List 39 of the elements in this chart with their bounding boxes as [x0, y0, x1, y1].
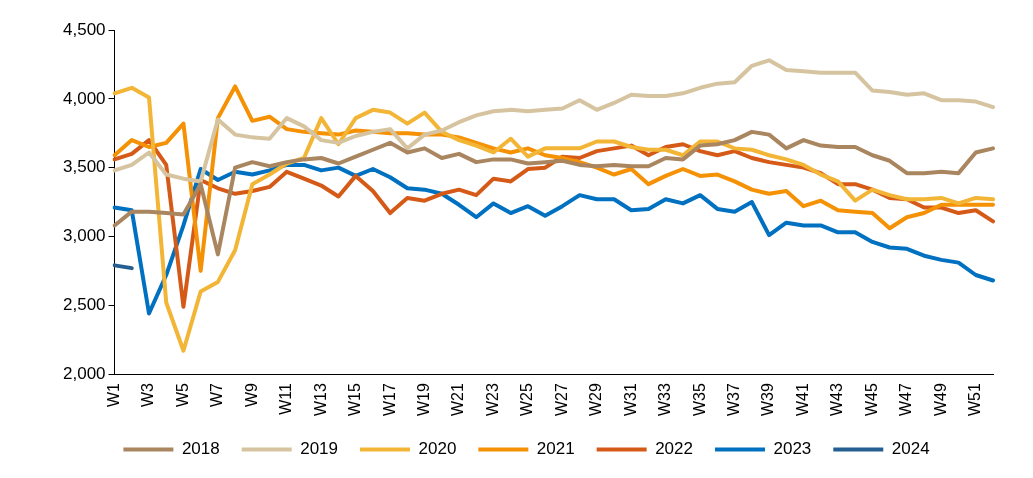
legend-label: 2024: [891, 439, 930, 459]
x-tick-label: W39: [759, 383, 777, 417]
x-tick-label: W1: [104, 383, 122, 408]
x-tick-label: W43: [828, 383, 846, 417]
legend-label: 2020: [418, 439, 457, 459]
x-tick-label: W33: [656, 383, 674, 417]
y-tick-label: 3,000: [62, 226, 106, 246]
y-tick-label: 3,500: [62, 157, 106, 177]
x-tick-label: W49: [931, 383, 949, 417]
x-tick-label: W41: [793, 383, 811, 417]
x-tick-label: W23: [483, 383, 501, 417]
x-tick-label: W7: [208, 383, 226, 408]
x-tick-label: W25: [518, 383, 536, 417]
x-tick-label: W5: [173, 383, 191, 408]
x-tick-label: W21: [449, 383, 467, 417]
legend-label: 2019: [300, 439, 339, 459]
legend-label: 2022: [655, 439, 693, 459]
x-tick-label: W37: [725, 383, 743, 417]
x-tick-label: W47: [897, 383, 915, 417]
x-tick-label: W29: [587, 383, 605, 417]
y-tick-label: 4,500: [62, 19, 106, 39]
y-tick-label: 2,500: [62, 294, 106, 314]
legend-label: 2021: [536, 439, 575, 459]
x-tick-label: W11: [277, 383, 295, 415]
x-tick-label: W19: [414, 383, 432, 417]
y-tick-label: 4,000: [62, 88, 106, 108]
x-tick-label: W9: [242, 383, 260, 408]
legend-label: 2023: [773, 439, 812, 459]
x-tick-label: W51: [966, 383, 984, 417]
y-tick-label: 2,000: [62, 363, 106, 383]
x-tick-label: W3: [139, 383, 157, 408]
x-tick-label: W15: [346, 383, 364, 417]
x-tick-label: W17: [380, 383, 398, 417]
legend-label: 2018: [181, 439, 220, 459]
x-tick-label: W35: [690, 383, 708, 417]
x-tick-label: W27: [552, 383, 570, 417]
x-tick-label: W13: [311, 383, 329, 417]
x-tick-label: W45: [862, 383, 880, 417]
x-tick-label: W31: [621, 383, 639, 417]
